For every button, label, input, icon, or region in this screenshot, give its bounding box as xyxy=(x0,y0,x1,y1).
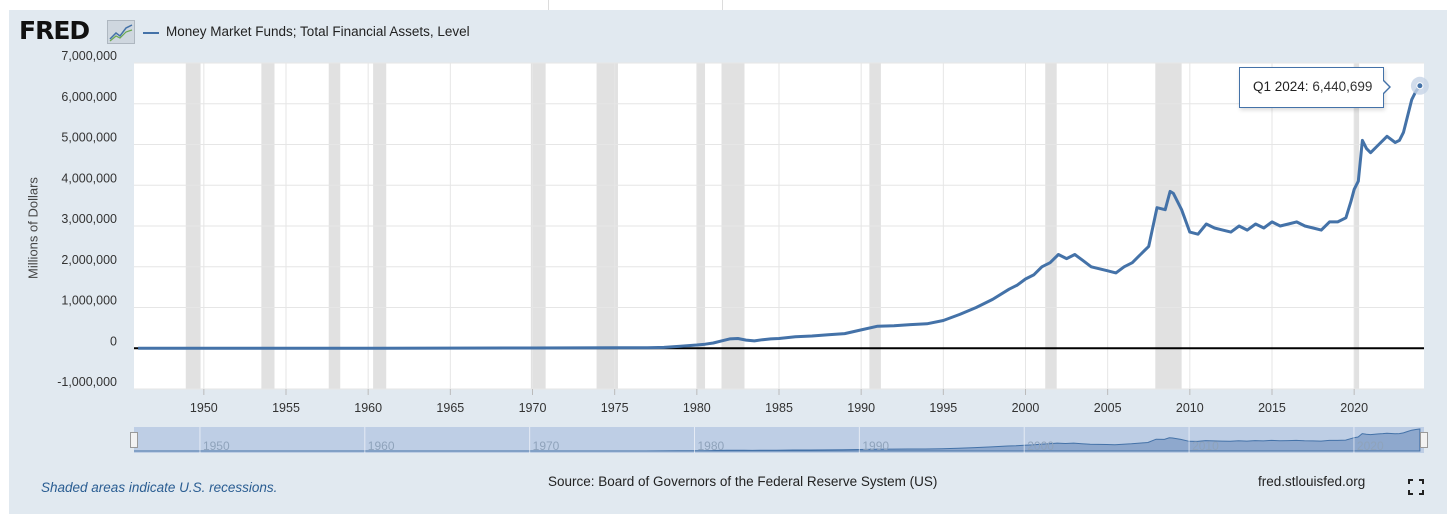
tooltip-period: Q1 2024: xyxy=(1253,79,1309,94)
x-tick-label: 1960 xyxy=(354,401,382,415)
navigator-ticks: 1950 1960 1970 1980 1990 2000 2010 2020 xyxy=(199,427,1384,453)
fred-logo[interactable]: FRED xyxy=(19,16,90,45)
x-tick-label: 1990 xyxy=(847,401,875,415)
fullscreen-icon[interactable] xyxy=(1408,479,1424,495)
legend-label[interactable]: Money Market Funds; Total Financial Asse… xyxy=(166,24,470,39)
x-tick-label: 1980 xyxy=(683,401,711,415)
navigator-left-handle[interactable] xyxy=(130,432,138,448)
navigator-tick-label: 1960 xyxy=(368,439,395,453)
x-tick-label: 1950 xyxy=(190,401,218,415)
y-tick-label: 1,000,000 xyxy=(61,294,117,308)
x-tick-label: 1955 xyxy=(272,401,300,415)
y-axis-ticks: 7,000,000 6,000,000 5,000,000 4,000,000 3,00… xyxy=(57,49,117,389)
x-tick-label: 1975 xyxy=(601,401,629,415)
tooltip: Q1 2024: 6,440,699 xyxy=(1239,67,1384,108)
y-tick-label: 7,000,000 xyxy=(61,49,117,63)
navigator-tick-label: 1970 xyxy=(533,439,560,453)
series-line xyxy=(138,84,1422,350)
navigator-tick-label: 2000 xyxy=(1027,439,1054,453)
navigator-series xyxy=(134,428,1421,452)
y-tick-label: -1,000,000 xyxy=(57,375,117,389)
x-tick-label: 2020 xyxy=(1340,401,1368,415)
tooltip-arrow-inner xyxy=(1382,80,1389,94)
fred-chart-icon xyxy=(107,20,135,44)
navigator-tick-label: 1950 xyxy=(203,439,230,453)
y-tick-label: 5,000,000 xyxy=(61,131,117,145)
recession-note: Shaded areas indicate U.S. recessions. xyxy=(41,480,278,495)
top-divider xyxy=(548,0,549,10)
x-tick-label: 1965 xyxy=(436,401,464,415)
hover-point xyxy=(1416,82,1424,90)
top-divider xyxy=(722,0,723,10)
navigator-tick-label: 1980 xyxy=(698,439,725,453)
navigator-tick-label: 1990 xyxy=(862,439,889,453)
navigator-tick-label: 2010 xyxy=(1192,439,1219,453)
x-tick-label: 2015 xyxy=(1258,401,1286,415)
site-link[interactable]: fred.stlouisfed.org xyxy=(1258,474,1366,489)
x-tick-label: 2000 xyxy=(1012,401,1040,415)
x-tick-label: 1970 xyxy=(519,401,547,415)
navigator-tick-label: 2020 xyxy=(1357,439,1384,453)
y-tick-label: 6,000,000 xyxy=(61,90,117,104)
x-tick-label: 1995 xyxy=(929,401,957,415)
navigator-right-handle[interactable] xyxy=(1420,432,1428,448)
x-tick-label: 2005 xyxy=(1094,401,1122,415)
source-text: Source: Board of Governors of the Federa… xyxy=(548,474,938,489)
x-tick-label: 2010 xyxy=(1176,401,1204,415)
y-tick-label: 2,000,000 xyxy=(61,253,117,267)
y-tick-label: 4,000,000 xyxy=(61,171,117,185)
x-tick-label: 1985 xyxy=(765,401,793,415)
legend-swatch xyxy=(143,32,159,34)
x-axis-ticks: 1950 1955 1960 1965 1970 1975 1980 1985 1990 1995… xyxy=(190,389,1368,415)
y-tick-label: 3,000,000 xyxy=(61,212,117,226)
tooltip-value: 6,440,699 xyxy=(1312,79,1373,94)
y-tick-label: 0 xyxy=(110,334,117,348)
